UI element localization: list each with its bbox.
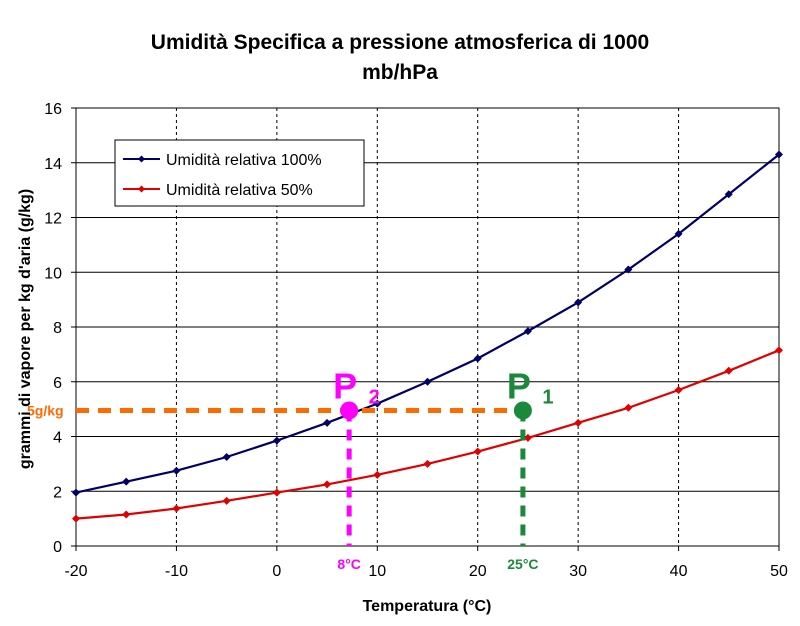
x-tick-label: 10	[368, 563, 386, 580]
legend-label-series-1: Umidità relativa 100%	[166, 152, 322, 169]
data-point	[724, 190, 733, 199]
data-point	[775, 150, 783, 159]
point-label-subscript: 2	[369, 386, 380, 408]
y-tick-label: 12	[44, 211, 62, 228]
x-tick-label: -20	[64, 563, 87, 580]
x-tick-label: 0	[272, 563, 281, 580]
data-point	[523, 327, 532, 336]
data-point	[624, 403, 633, 412]
data-point	[674, 385, 683, 394]
legend-marker-series-2	[138, 185, 145, 193]
data-point	[373, 399, 382, 408]
data-point	[323, 418, 332, 427]
data-point	[272, 488, 281, 497]
annotations: 5g/kgP 28°CP 125°C	[27, 365, 553, 572]
series-line-2	[75, 349, 780, 520]
data-point	[72, 488, 80, 497]
data-point	[473, 447, 482, 456]
data-point	[172, 466, 181, 475]
data-point	[222, 453, 231, 462]
data-point	[222, 496, 231, 505]
legend: Umidità relativa 100% Umidità relativa 5…	[114, 139, 365, 207]
point-x-label: 25°C	[507, 556, 538, 572]
data-point	[122, 510, 131, 519]
data-point	[323, 480, 332, 489]
y-tick-label: 2	[53, 484, 62, 501]
legend-box	[114, 139, 365, 207]
point-x-label: 8°C	[337, 556, 361, 572]
chart-title: Umidità Specifica a pressione atmosferic…	[151, 31, 649, 54]
data-point	[423, 377, 432, 386]
data-point	[172, 504, 181, 513]
x-tick-label: 20	[469, 563, 487, 580]
y-axis-label: grammi di vapore per kg d'aria (g/kg)	[17, 189, 34, 469]
data-point	[473, 354, 482, 363]
legend-marker-series-1	[138, 155, 145, 163]
x-axis-label: Temperatura (°C)	[363, 598, 492, 615]
x-tick-label: 30	[569, 563, 587, 580]
data-point	[523, 433, 532, 442]
data-point	[775, 346, 783, 355]
point-label: P	[507, 365, 531, 406]
data-point	[574, 298, 583, 307]
y-tick-label: 0	[53, 539, 62, 556]
data-point	[423, 459, 432, 468]
data-point	[373, 470, 382, 479]
y-tick-label: 6	[53, 375, 62, 392]
y-tick-label: 14	[44, 156, 62, 173]
y-tick-label: 16	[44, 101, 62, 118]
point-marker	[513, 401, 532, 420]
data-point	[122, 477, 131, 486]
x-tick-label: -10	[165, 563, 188, 580]
point-label: P	[333, 365, 357, 406]
data-point	[724, 366, 733, 375]
legend-label-series-2: Umidità relativa 50%	[166, 182, 313, 199]
data-point	[574, 418, 583, 427]
data-point	[674, 229, 683, 238]
point-marker	[340, 401, 359, 420]
reference-label: 5g/kg	[27, 402, 64, 418]
x-tick-label: 40	[670, 563, 688, 580]
data-point	[72, 514, 80, 523]
series-group	[72, 150, 783, 523]
y-tick-label: 8	[53, 320, 62, 337]
x-tick-label: 50	[770, 563, 788, 580]
y-tick-label: 10	[44, 265, 62, 282]
data-point	[624, 265, 633, 274]
y-tick-label: 4	[53, 430, 62, 447]
point-label-subscript: 1	[542, 386, 553, 408]
data-point	[272, 436, 281, 445]
chart-title: mb/hPa	[362, 61, 438, 84]
